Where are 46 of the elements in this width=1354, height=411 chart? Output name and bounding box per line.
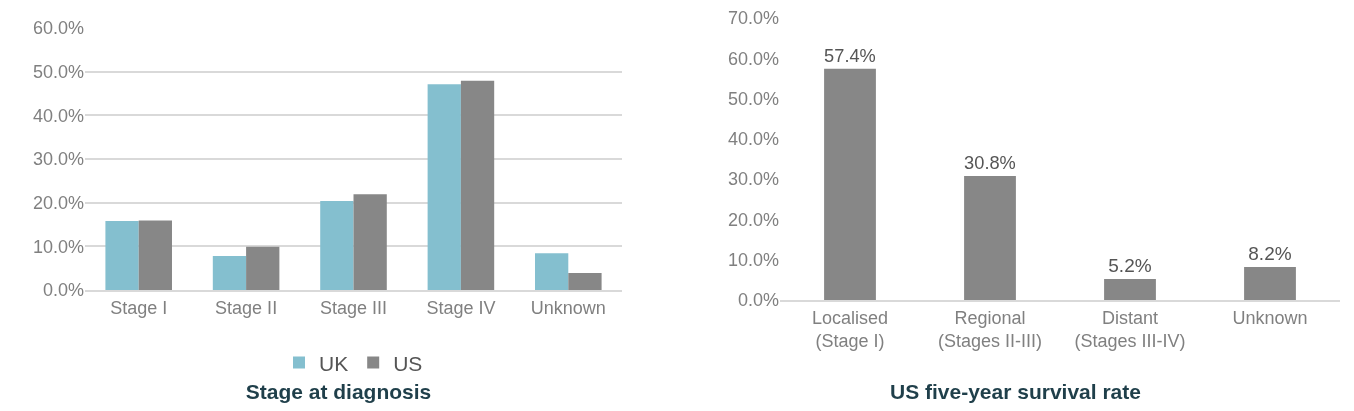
y-tick-label: 60.0%	[727, 48, 779, 69]
y-tick-label: 10.0%	[727, 250, 779, 271]
y-tick-label: 50.0%	[32, 61, 84, 82]
y-tick-label: 70.0%	[727, 8, 779, 29]
legend-label: UK	[319, 351, 349, 375]
y-tick-label: 40.0%	[32, 105, 84, 126]
x-tick-label: Stage III	[319, 297, 388, 318]
bar	[427, 84, 461, 290]
y-tick-label: 30.0%	[727, 169, 779, 190]
bar	[246, 246, 280, 290]
bar	[105, 221, 139, 290]
x-tick-label: Regional (Stages II-III)	[937, 307, 1043, 351]
data-label: 5.2%	[1108, 255, 1152, 277]
bar	[353, 194, 387, 290]
bar	[460, 80, 495, 290]
bar	[1244, 266, 1296, 300]
bar	[1104, 279, 1156, 300]
bar	[535, 253, 569, 290]
y-tick-label: 20.0%	[727, 209, 779, 230]
x-tick-label: Stage I	[110, 297, 168, 318]
x-tick-label: Stage IV	[426, 297, 496, 318]
bar	[212, 255, 247, 290]
x-tick-label: Localised (Stage I)	[811, 307, 889, 351]
y-tick-label: 30.0%	[32, 149, 84, 170]
legend-label: US	[393, 351, 423, 375]
y-tick-label: 0.0%	[737, 290, 779, 311]
y-tick-label: 50.0%	[727, 88, 779, 109]
data-label: 8.2%	[1248, 242, 1292, 264]
data-label: 57.4%	[824, 44, 876, 66]
bar	[964, 175, 1016, 300]
bar	[138, 220, 172, 290]
y-tick-label: 10.0%	[32, 236, 84, 257]
bar	[320, 200, 354, 290]
text: Stage at diagnosis	[245, 379, 432, 403]
y-tick-label: 60.0%	[32, 18, 84, 39]
text: US five-year survival rate	[890, 379, 1141, 403]
y-tick-label: 0.0%	[42, 280, 84, 301]
x-tick-label: Unknown	[1232, 307, 1308, 328]
y-tick-label: 40.0%	[727, 129, 779, 150]
data-label: 30.8%	[964, 152, 1016, 174]
x-tick-label: Stage II	[215, 297, 278, 318]
bar	[568, 272, 602, 290]
y-tick-label: 20.0%	[32, 192, 84, 213]
x-tick-label: Unknown	[530, 297, 606, 318]
x-tick-label: Distant (Stages III-IV)	[1074, 307, 1186, 351]
bar	[824, 68, 876, 300]
